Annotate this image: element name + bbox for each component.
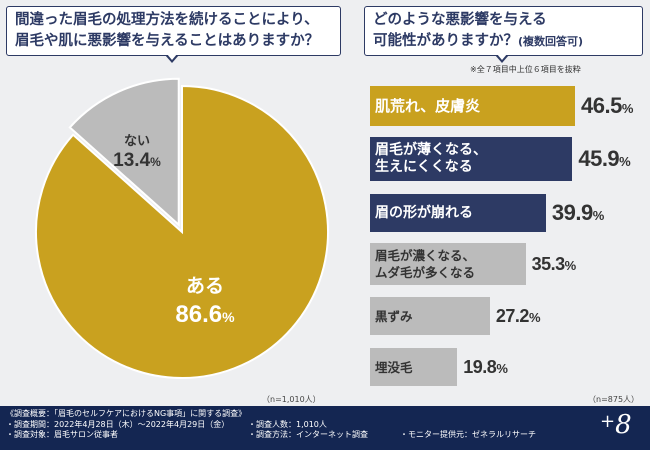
bar-value-number: 19.8	[463, 356, 497, 377]
bar-value: 19.8%	[463, 356, 508, 378]
pie-label-aru: ある	[186, 275, 224, 297]
footer-count: ・調査人数：1,010人	[248, 419, 327, 429]
bar-value-unit: %	[496, 360, 508, 376]
speech-tail	[495, 53, 509, 63]
bar-label: 眉毛が薄くなる、 生えにくくなる	[375, 142, 487, 175]
bar-label: 眉の形が崩れる	[375, 204, 473, 221]
left-question-line2: 眉毛や肌に悪影響を与えることはありますか？	[15, 33, 320, 49]
footer-target: ・調査対象：眉毛サロン従事者	[6, 430, 118, 439]
footer-period: ・調査期間：2022年4月28日（木）〜2022年4月29日（金）	[6, 419, 230, 429]
pie-unit-aru: %	[222, 309, 235, 325]
bar-value-unit: %	[619, 154, 631, 169]
pie-value-nai: 13.4%	[113, 150, 161, 171]
pie-value-aru: 86.6%	[175, 301, 235, 328]
bar-value: 27.2%	[495, 305, 541, 327]
bar-row: 肌荒れ、皮膚炎 46.5%	[370, 86, 633, 126]
bar-value-unit: %	[621, 101, 634, 116]
left-question-box: 間違った眉毛の処理方法を続けることにより、 眉毛や肌に悪影響を与えることはありま…	[6, 6, 341, 63]
right-sample-size: （n=875人）	[588, 395, 640, 404]
bar-row: 眉毛が薄くなる、 生えにくくなる 45.9%	[370, 137, 631, 181]
bar-value-unit: %	[592, 208, 605, 223]
bar: 肌荒れ、皮膚炎	[370, 86, 575, 126]
logo-plus: +	[600, 411, 616, 432]
right-question-sub: (複数回答可)	[518, 35, 584, 48]
bar-value-number: 39.9	[551, 200, 593, 225]
bar-label: 肌荒れ、皮膚炎	[375, 96, 481, 115]
right-note: ※全７項目中上位６項目を抜粋	[470, 65, 581, 74]
left-sample-size: （n=1,010人）	[262, 395, 321, 404]
survey-footer: 《調査概要：「眉毛のセルフケアにおけるNG事項」に関する調査》 ・調査期間：20…	[0, 406, 650, 450]
footer-method: ・調査方法：インターネット調査	[248, 430, 368, 439]
right-question-box: どのような悪影響を与える 可能性がありますか？(複数回答可)	[364, 6, 643, 63]
bar: 黒ずみ	[370, 297, 490, 335]
bar-row: 眉の形が崩れる 39.9%	[370, 194, 604, 232]
logo-eight: 8	[615, 410, 632, 440]
bar-value: 45.9%	[578, 146, 630, 172]
bar: 眉の形が崩れる	[370, 194, 546, 232]
pie-unit-nai: %	[150, 155, 161, 169]
left-question-line1: 間違った眉毛の処理方法を続けることにより、	[15, 12, 319, 28]
bar-value: 39.9%	[552, 200, 604, 226]
bar: 眉毛が濃くなる、 ムダ毛が多くなる	[370, 243, 526, 285]
bar-value: 35.3%	[531, 253, 577, 275]
bar-value-number: 27.2	[495, 305, 530, 326]
brand-logo: +8	[600, 410, 632, 440]
bar-value-number: 46.5	[581, 93, 622, 118]
bar-value-unit: %	[528, 309, 541, 325]
footer-title: 《調査概要：「眉毛のセルフケアにおけるNG事項」に関する調査》	[6, 409, 247, 418]
bar-value-unit: %	[564, 257, 577, 273]
pie-slice-aru	[35, 84, 329, 379]
bar-row: 埋没毛 19.8%	[370, 348, 508, 386]
bar-value: 46.5%	[581, 93, 633, 119]
right-question-line2-wrap: 可能性がありますか？(複数回答可)	[373, 31, 634, 52]
speech-tail	[165, 53, 179, 63]
right-question-line1: どのような悪影響を与える	[373, 12, 547, 28]
bar-label: 眉毛が濃くなる、 ムダ毛が多くなる	[375, 248, 476, 280]
bar-row: 黒ずみ 27.2%	[370, 297, 541, 335]
bar-value-number: 45.9	[578, 146, 620, 171]
right-question-line2: 可能性がありますか？	[373, 33, 518, 49]
bar-value-number: 35.3	[531, 253, 566, 274]
pie-label-nai: ない	[124, 133, 150, 148]
bar-label: 黒ずみ	[375, 308, 413, 324]
footer-provider: ・モニター提供元：ゼネラルリサーチ	[400, 430, 536, 439]
pie-slice-nai	[68, 77, 180, 227]
bar-label: 埋没毛	[375, 359, 413, 375]
bar: 眉毛が薄くなる、 生えにくくなる	[370, 137, 573, 181]
bar-row: 眉毛が濃くなる、 ムダ毛が多くなる 35.3%	[370, 243, 576, 285]
bar: 埋没毛	[370, 348, 458, 386]
pie-chart: ある 86.6% ない 13.4%	[35, 77, 329, 379]
